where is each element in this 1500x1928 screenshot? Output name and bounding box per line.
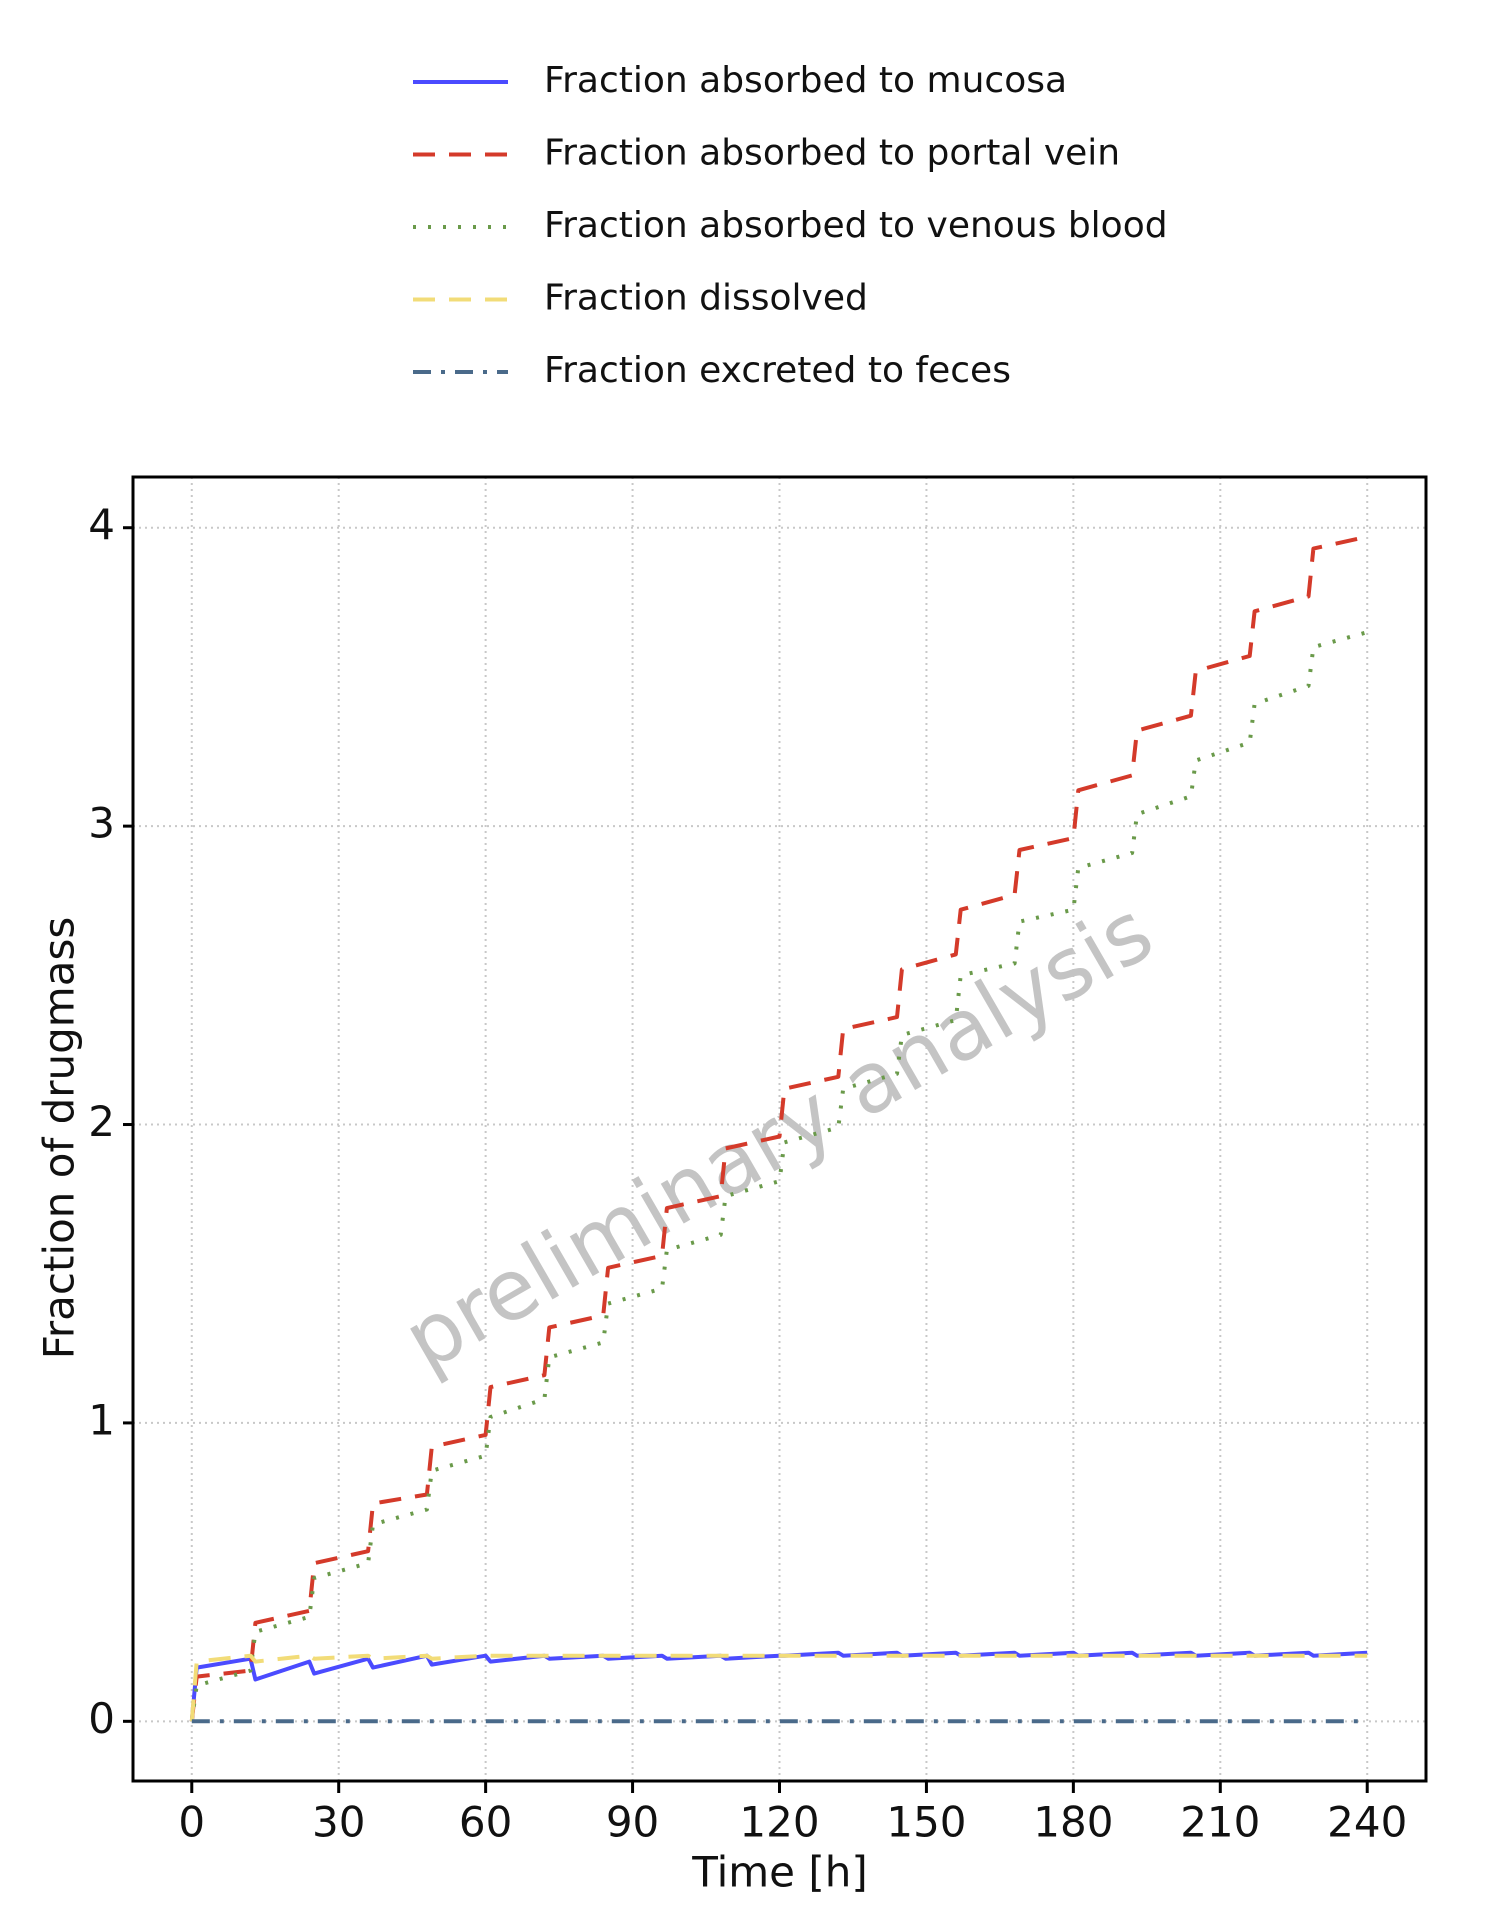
x-axis-label: Time [h] [691, 1848, 868, 1897]
x-tick-label: 240 [1327, 1798, 1407, 1847]
legend-label: Fraction absorbed to portal vein [544, 133, 1120, 174]
y-axis-label: Fraction of drugmass [35, 917, 84, 1359]
x-tick-label: 180 [1033, 1798, 1113, 1847]
plot-frame [131, 475, 1428, 1783]
y-tick-label: 3 [88, 799, 115, 848]
legend-label: Fraction excreted to feces [544, 350, 1011, 391]
x-tick-label: 150 [886, 1798, 966, 1847]
y-tick-label: 4 [88, 500, 115, 549]
legend-label: Fraction absorbed to mucosa [544, 60, 1067, 101]
y-tick-label: 2 [88, 1097, 115, 1146]
series-line [189, 534, 1368, 1722]
x-tick-label: 90 [606, 1798, 659, 1847]
x-tick-label: 210 [1180, 1798, 1260, 1847]
legend-label: Fraction dissolved [544, 278, 868, 319]
x-tick-label: 30 [312, 1798, 365, 1847]
x-tick-label: 120 [739, 1798, 819, 1847]
x-tick-label: 60 [459, 1798, 512, 1847]
y-tick-label: 0 [88, 1694, 115, 1743]
legend-label: Fraction absorbed to venous blood [544, 205, 1168, 246]
y-tick-label: 1 [88, 1395, 115, 1444]
x-tick-label: 0 [178, 1798, 205, 1847]
series-line [189, 1653, 1368, 1722]
